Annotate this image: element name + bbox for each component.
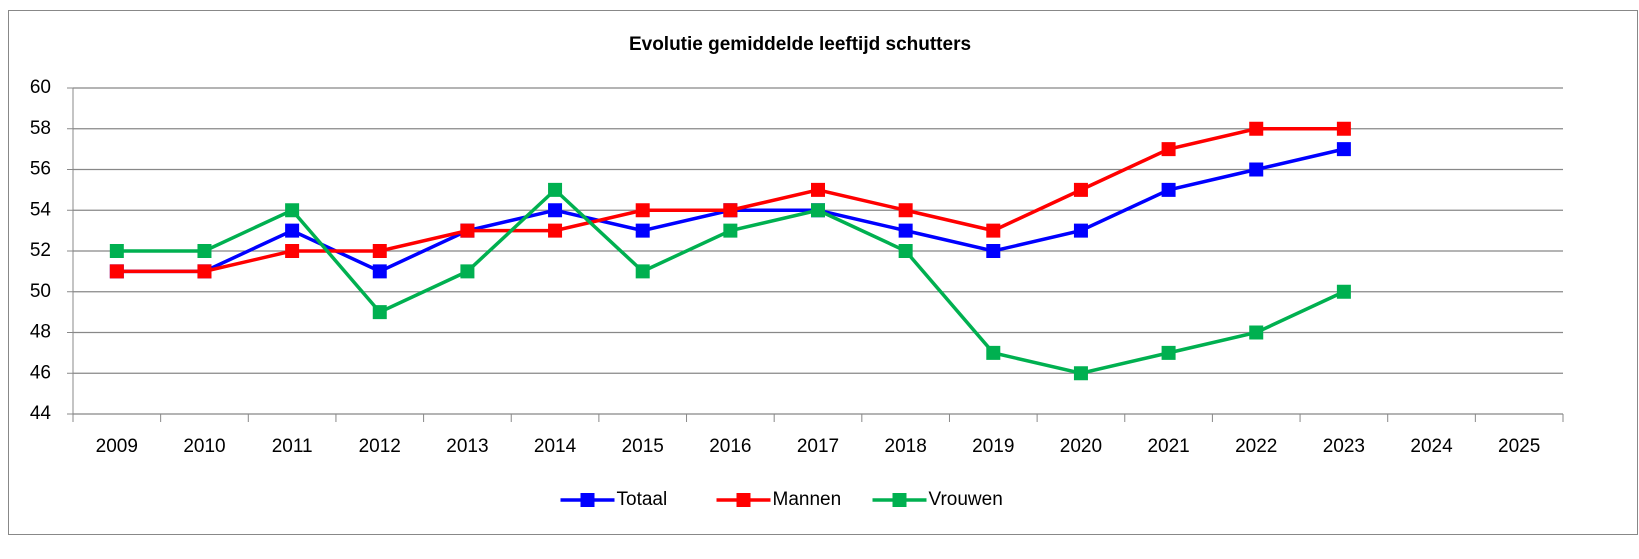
chart-frame [8, 10, 1638, 535]
point-marker [1073, 366, 1088, 381]
point-marker [1336, 142, 1351, 157]
x-tick-label: 2010 [183, 436, 225, 457]
point-marker [285, 244, 300, 258]
y-tick-label: 56 [30, 159, 51, 180]
x-tick-label: 2021 [1147, 436, 1189, 457]
x-tick-label: 2019 [972, 436, 1014, 457]
point-marker [1161, 142, 1176, 157]
x-tick-label: 2015 [622, 436, 664, 457]
legend-label: Mannen [773, 489, 842, 510]
x-tick-label: 2020 [1060, 436, 1102, 457]
point-marker [1073, 182, 1088, 197]
point-marker [986, 244, 1001, 258]
point-marker [1336, 284, 1351, 299]
x-tick-label: 2018 [885, 436, 927, 457]
point-marker [986, 345, 1001, 360]
point-marker [1161, 182, 1176, 197]
x-tick-label: 2014 [534, 436, 577, 457]
point-marker [285, 223, 300, 238]
point-marker [460, 264, 475, 279]
point-marker [372, 305, 387, 320]
point-marker [109, 264, 124, 279]
y-tick-label: 52 [30, 240, 51, 261]
point-marker [723, 223, 738, 238]
point-marker [1249, 162, 1264, 177]
point-marker [898, 223, 913, 238]
point-marker [548, 203, 563, 218]
point-marker [548, 182, 563, 197]
legend-marker [580, 493, 595, 507]
point-marker [811, 203, 825, 218]
y-tick-label: 46 [30, 362, 51, 383]
x-tick-label: 2016 [709, 436, 751, 457]
point-marker [723, 203, 738, 218]
x-tick-label: 2023 [1323, 436, 1365, 457]
x-tick-label: 2012 [359, 436, 401, 457]
legend-label: Totaal [617, 489, 668, 510]
point-marker [1161, 345, 1176, 360]
point-marker [1249, 325, 1264, 340]
x-tick-label: 2013 [446, 436, 488, 457]
x-tick-label: 2025 [1498, 436, 1540, 457]
point-marker [372, 244, 387, 258]
x-tick-label: 2017 [797, 436, 839, 457]
point-marker [285, 203, 300, 218]
point-marker [898, 203, 913, 218]
point-marker [548, 223, 563, 238]
chart-title: Evolutie gemiddelde leeftijd schutters [629, 34, 971, 55]
point-marker [986, 223, 1001, 238]
point-marker [197, 244, 212, 258]
x-tick-label: 2024 [1410, 436, 1453, 457]
point-marker [635, 203, 650, 218]
y-tick-label: 50 [30, 281, 51, 302]
legend-label: Vrouwen [929, 489, 1003, 510]
y-tick-label: 44 [30, 403, 52, 424]
x-tick-label: 2011 [272, 436, 313, 457]
y-tick-label: 54 [30, 199, 52, 220]
point-marker [1073, 223, 1088, 238]
point-marker [197, 264, 212, 279]
legend-marker [892, 493, 907, 507]
point-marker [460, 223, 475, 238]
point-marker [1249, 121, 1264, 136]
x-tick-label: 2022 [1235, 436, 1277, 457]
point-marker [1336, 121, 1351, 136]
y-tick-label: 48 [30, 322, 51, 343]
point-marker [635, 264, 650, 279]
point-marker [372, 264, 387, 279]
point-marker [898, 244, 913, 258]
point-marker [635, 223, 650, 238]
y-tick-label: 60 [30, 77, 51, 98]
point-marker [811, 182, 825, 197]
legend-marker [736, 493, 751, 507]
y-tick-label: 58 [30, 118, 51, 139]
point-marker [109, 244, 124, 258]
x-tick-label: 2009 [96, 436, 138, 457]
